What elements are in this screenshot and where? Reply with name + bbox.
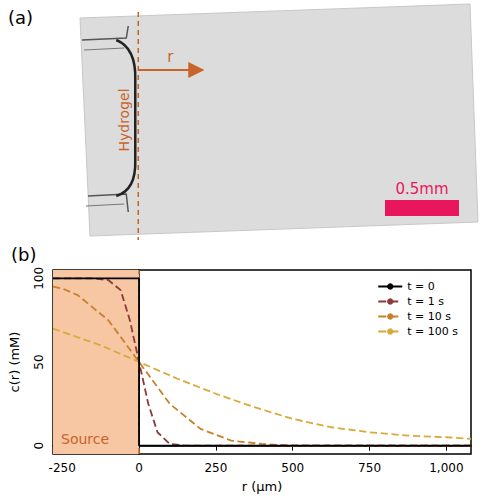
svg-text:-250: -250 (49, 461, 76, 475)
svg-text:t = 10 s: t = 10 s (407, 310, 451, 323)
svg-text:t = 0: t = 0 (407, 280, 435, 293)
svg-text:t = 100 s: t = 100 s (407, 325, 458, 338)
svg-text:(a): (a) (8, 7, 33, 28)
svg-text:t = 1 s: t = 1 s (407, 295, 444, 308)
svg-text:(b): (b) (11, 244, 36, 265)
svg-text:250: 250 (204, 461, 227, 475)
svg-text:500: 500 (281, 461, 304, 475)
svg-text:0: 0 (135, 461, 143, 475)
svg-text:100: 100 (32, 267, 46, 290)
svg-text:750: 750 (358, 461, 381, 475)
svg-text:1,000: 1,000 (429, 461, 463, 475)
svg-text:Source: Source (61, 431, 109, 447)
svg-text:0.5mm: 0.5mm (395, 180, 448, 198)
svg-text:50: 50 (32, 354, 46, 369)
svg-text:c(r) (mM): c(r) (mM) (7, 332, 22, 393)
svg-text:r: r (167, 48, 174, 66)
svg-text:Hydrogel: Hydrogel (116, 88, 132, 151)
svg-text:r (μm): r (μm) (242, 479, 283, 494)
svg-text:0: 0 (32, 442, 46, 450)
